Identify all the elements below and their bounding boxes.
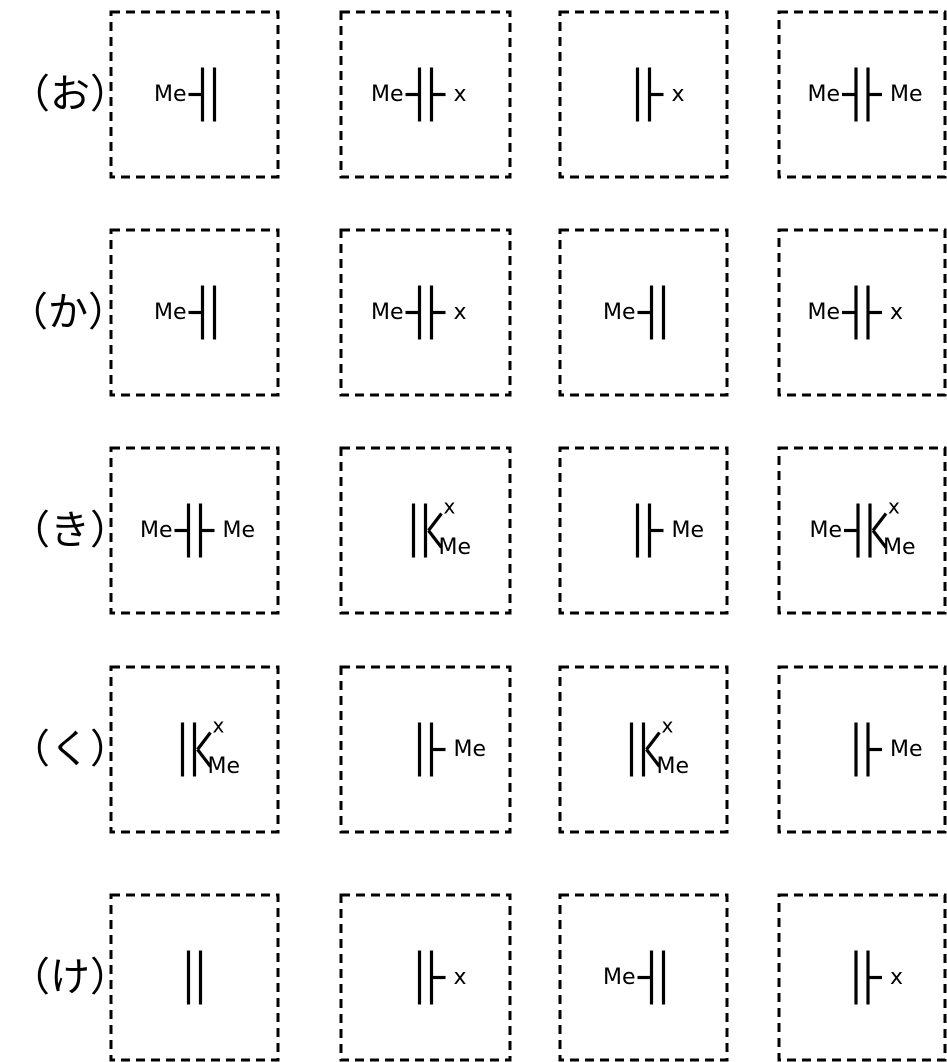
structure-box: Me	[777, 665, 947, 834]
upper-branch-bond	[427, 512, 443, 532]
left-substituent-label: Me	[807, 82, 840, 107]
right-substituent-label: x	[454, 300, 467, 325]
lower-branch-bond	[196, 748, 212, 768]
lower-branch-bond	[427, 529, 443, 549]
row-5: （け） x Me x	[10, 893, 947, 1062]
structure-box: x	[558, 10, 729, 179]
dashed-frame	[777, 228, 947, 397]
row-label: （き）	[10, 508, 130, 554]
dashed-frame	[109, 893, 280, 1062]
left-substituent-label: Me	[154, 300, 187, 325]
dashed-frame	[339, 893, 512, 1062]
structure-box: Me x	[339, 228, 512, 397]
row-4: （く） x Me Me x Me Me	[10, 665, 947, 834]
dashed-frame	[558, 10, 729, 179]
structure-box: Me	[339, 665, 512, 834]
left-substituent-label: Me	[603, 300, 636, 325]
structure-box: x Me	[558, 665, 729, 834]
lower-branch-bond	[645, 748, 661, 768]
lower-branch-bond	[871, 529, 888, 549]
dashed-frame	[339, 228, 512, 397]
dashed-frame	[558, 228, 729, 397]
right-substituent-label: x	[454, 82, 467, 107]
dashed-frame	[777, 446, 947, 615]
structure-box: x Me	[339, 446, 512, 615]
right-substituent-label: Me	[454, 737, 487, 762]
upper-branch-bond	[871, 512, 888, 532]
dashed-frame	[777, 10, 947, 179]
lower-substituent-label: Me	[208, 754, 241, 779]
structure-box: Me x Me	[777, 446, 947, 615]
dashed-frame	[777, 893, 947, 1062]
right-substituent-label: Me	[890, 82, 923, 107]
structure-box: Me	[109, 10, 280, 179]
dashed-frame	[109, 446, 280, 615]
row-1: （お） Me Me x x Me Me	[10, 10, 947, 179]
right-substituent-label: x	[890, 965, 903, 990]
row-label: （お）	[10, 72, 130, 118]
structure-box: x	[339, 893, 512, 1062]
lower-substituent-label: Me	[657, 754, 690, 779]
structure-box: Me	[109, 228, 280, 397]
left-substituent-label: Me	[154, 82, 187, 107]
left-substituent-label: Me	[140, 518, 173, 543]
dashed-frame	[558, 665, 729, 834]
structure-box: Me Me	[777, 10, 947, 179]
dashed-frame	[339, 446, 512, 615]
upper-substituent-label: x	[888, 495, 900, 519]
dashed-frame	[109, 228, 280, 397]
dashed-frame	[109, 665, 280, 834]
row-label: （け）	[10, 955, 130, 1001]
upper-substituent-label: x	[213, 714, 225, 738]
structure-box	[109, 893, 280, 1062]
dashed-frame	[558, 446, 729, 615]
upper-substituent-label: x	[662, 714, 674, 738]
upper-branch-bond	[645, 731, 661, 751]
structure-box: Me	[558, 446, 729, 615]
dashed-frame	[558, 893, 729, 1062]
lower-substituent-label: Me	[439, 535, 472, 560]
left-substituent-label: Me	[371, 300, 404, 325]
upper-branch-bond	[196, 731, 212, 751]
row-3: （き） Me Me x Me Me Me x Me	[10, 446, 947, 615]
right-substituent-label: x	[890, 300, 903, 325]
row-label: （か）	[8, 290, 128, 336]
left-substituent-label: Me	[807, 300, 840, 325]
structure-box: Me x	[339, 10, 512, 179]
left-substituent-label: Me	[371, 82, 404, 107]
right-substituent-label: Me	[672, 518, 705, 543]
dashed-frame	[339, 665, 512, 834]
structure-box: Me x	[777, 228, 947, 397]
dashed-frame	[777, 665, 947, 834]
right-substituent-label: x	[672, 82, 685, 107]
dashed-frame	[109, 10, 280, 179]
structure-box: x	[777, 893, 947, 1062]
structure-box: Me	[558, 893, 729, 1062]
row-label: （く）	[10, 727, 130, 773]
left-substituent-label: Me	[809, 518, 842, 543]
structure-box: Me Me	[109, 446, 280, 615]
upper-substituent-label: x	[444, 495, 456, 519]
lower-substituent-label: Me	[883, 535, 916, 560]
structure-box: x Me	[109, 665, 280, 834]
row-2: （か） Me Me x Me Me x	[8, 228, 947, 397]
dashed-frame	[339, 10, 512, 179]
right-substituent-label: Me	[223, 518, 256, 543]
right-substituent-label: x	[454, 965, 467, 990]
right-substituent-label: Me	[890, 737, 923, 762]
structure-box: Me	[558, 228, 729, 397]
left-substituent-label: Me	[603, 965, 636, 990]
